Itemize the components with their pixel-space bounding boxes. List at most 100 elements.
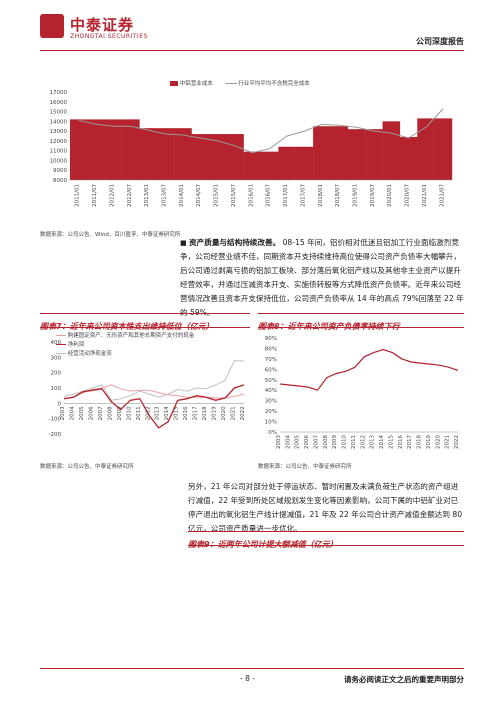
fig8-x-tick: 2012 <box>360 435 366 449</box>
top-x-tick: 2016/07 <box>266 184 272 207</box>
legend-label-cost: 中铝营业成本 <box>179 81 213 87</box>
fig8-y-tick: 10% <box>265 420 277 426</box>
top-chart-bars <box>70 118 453 180</box>
fig7-y-tick: 100 <box>51 386 62 392</box>
fig7-swatch-ocf <box>56 353 66 354</box>
fig7-x-tick: 2022 <box>240 406 246 420</box>
fig7-y-tick: -200 <box>49 432 62 438</box>
top-cost-bar <box>330 126 349 180</box>
fig7-x-tick: 2012 <box>145 406 151 420</box>
top-cost-bar <box>139 128 158 180</box>
fig8-x-tick: 2009 <box>332 435 338 449</box>
fig7-x-tick: 2008 <box>107 406 113 420</box>
top-cost-bar <box>278 146 296 180</box>
top-cost-bar <box>70 119 88 180</box>
top-x-tick: 2015/01 <box>214 184 220 207</box>
top-x-tick: 2019/01 <box>353 184 359 207</box>
fig7-x-tick: 2010 <box>126 406 132 420</box>
fig7-x-tick: 2004 <box>69 406 75 420</box>
top-y-tick: 15000 <box>50 110 68 116</box>
top-cost-bar <box>261 151 279 180</box>
section-heading: 资产质量与结构持续改善。 <box>189 238 281 247</box>
top-x-tick: 2019/07 <box>370 184 376 207</box>
logo-text-cn: 中泰证券 <box>70 16 135 34</box>
fig7-legend-ocf: 经营活动净现金流 <box>67 351 112 357</box>
fig7-swatch-profit <box>56 343 66 346</box>
top-y-tick: 16000 <box>50 100 68 106</box>
fig7-y-tick: 300 <box>51 355 62 361</box>
fig7-legend: 购建固定资产、无形资产和其他长期资产支付的现金 净利润 经营活动净现金流 <box>56 332 194 359</box>
fig7-x-tick: 2013 <box>155 406 161 420</box>
fig8-x-tick: 2016 <box>398 435 404 449</box>
fig7-capex-line <box>63 384 245 400</box>
fig7-source: 数据来源：公司公告、中泰证券研究所 <box>40 464 134 470</box>
fig7-y-tick: 400 <box>51 340 62 346</box>
top-x-tick: 2021/07 <box>439 184 445 207</box>
top-cost-bar <box>399 136 418 180</box>
fig8-x-tick: 2010 <box>342 435 348 449</box>
top-y-tick: 11000 <box>50 149 68 155</box>
top-y-tick: 9000 <box>53 168 67 174</box>
top-chart-source: 数据来源：公司公告、Wind、百川盈孚、中泰证券研究所 <box>40 232 181 238</box>
industry-cost-line <box>78 108 444 154</box>
fig8-x-tick: 2008 <box>323 435 329 449</box>
top-x-tick: 2012/01 <box>109 184 115 207</box>
top-chart-y-axis: 17000 16000 15000 14000 13000 12000 11000 10000… <box>50 90 68 184</box>
top-cost-bar <box>434 118 453 180</box>
top-x-tick: 2017/01 <box>283 184 289 207</box>
company-logo-icon <box>40 14 64 38</box>
fig8-x-tick: 2020 <box>435 435 441 449</box>
top-cost-bar <box>208 134 227 180</box>
top-x-tick: 2018/01 <box>318 184 324 207</box>
top-cost-bar <box>191 134 210 180</box>
top-x-tick: 2013/01 <box>144 184 150 207</box>
legend-swatch-bar <box>170 81 178 86</box>
top-cost-bar <box>347 129 366 180</box>
fig7-x-tick: 2018 <box>202 406 208 420</box>
top-y-tick: 17000 <box>50 90 68 96</box>
top-cost-bar <box>382 121 401 180</box>
top-y-tick: 12000 <box>50 139 68 145</box>
top-cost-bar <box>87 119 105 180</box>
fig8-x-tick: 2017 <box>407 435 413 449</box>
fig8-debt-ratio-line <box>279 348 459 391</box>
top-cost-bar <box>313 126 331 180</box>
fig8-y-tick: 70% <box>265 357 277 363</box>
fig8-x-tick: 2003 <box>276 435 282 449</box>
fig7-x-tick: 2020 <box>221 406 227 420</box>
section-paragraph: ■ 资产质量与结构持续改善。 08-15 年间，铝价相对低迷且铝加工行业面临激烈… <box>180 236 465 320</box>
top-x-tick: 2020/07 <box>405 184 411 207</box>
top-cost-chart: 17000 16000 15000 14000 13000 12000 11000 10000… <box>50 90 453 207</box>
top-x-tick: 2014/07 <box>196 184 202 207</box>
fig7-x-tick: 2016 <box>183 406 189 420</box>
fig7-x-tick: 2017 <box>193 406 199 420</box>
top-cost-bar <box>417 118 435 180</box>
logo-text-en: ZHONGTAI SECURITIES <box>70 33 148 40</box>
header-divider <box>40 50 464 51</box>
page-number: - 8 - <box>240 674 255 683</box>
fig8-x-tick: 2007 <box>313 435 319 449</box>
fig7-x-tick: 2021 <box>231 406 237 420</box>
top-y-tick: 8000 <box>53 178 67 184</box>
fig7-x-tick: 2003 <box>60 406 66 420</box>
fig8-y-axis: 90% 80% 70% 60% 50% 40% 30% 20% 10% 0% <box>265 336 277 436</box>
footer-divider <box>40 668 464 669</box>
fig8-x-tick: 2006 <box>304 435 310 449</box>
top-x-tick: 2011/07 <box>92 184 98 207</box>
fig7-x-tick: 2019 <box>212 406 218 420</box>
fig9-title: 图表9：近两年公司计提大额减值（亿元） <box>188 540 338 549</box>
top-x-tick: 2015/07 <box>231 184 237 207</box>
top-x-tick: 2013/07 <box>162 184 168 207</box>
fig7-title-bar: 图表7：近年来公司资本性支出维持低位（亿元） <box>40 313 250 331</box>
top-x-tick: 2018/07 <box>335 184 341 207</box>
fig7-legend-profit: 净利润 <box>67 342 85 348</box>
legend-swatch-line <box>224 83 237 84</box>
top-cost-bar <box>226 134 244 180</box>
fig8-y-tick: 80% <box>265 346 277 352</box>
fig8-x-tick: 2019 <box>426 435 432 449</box>
fig8-x-tick: 2021 <box>445 435 451 449</box>
bullet-icon: ■ <box>180 239 187 247</box>
fig7-ocf-line <box>63 359 245 401</box>
top-y-tick: 10000 <box>50 158 68 164</box>
